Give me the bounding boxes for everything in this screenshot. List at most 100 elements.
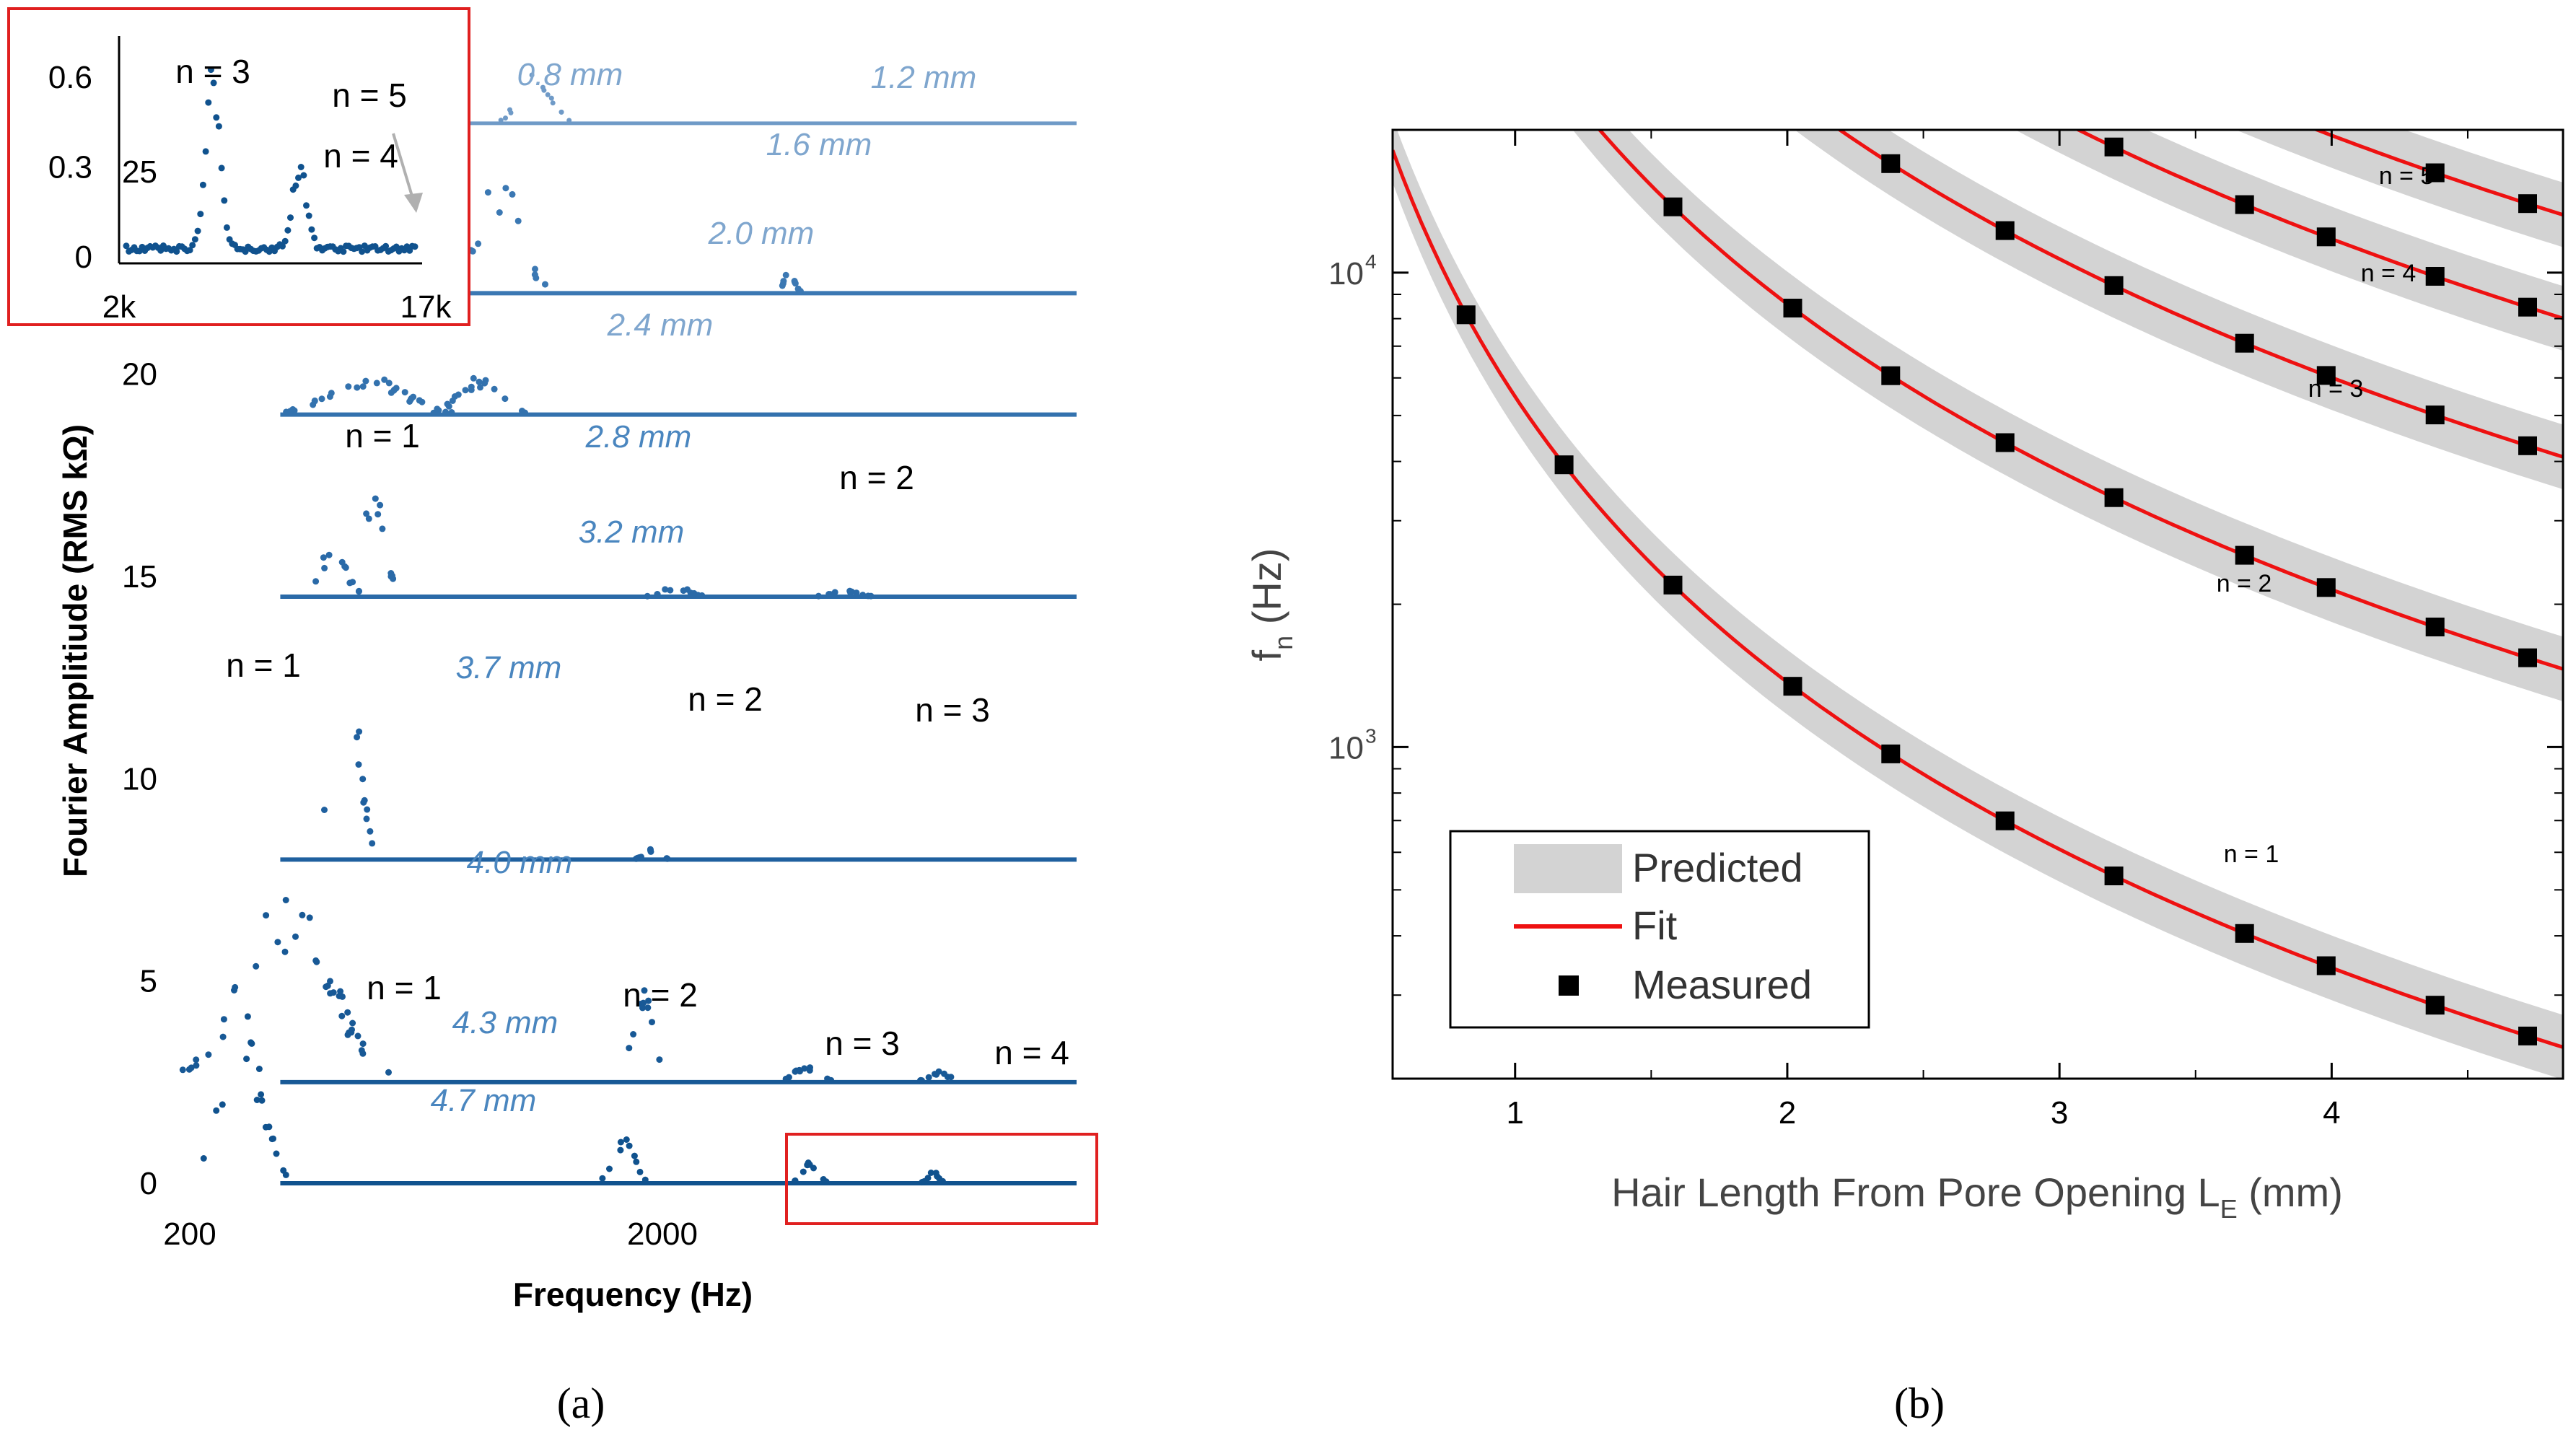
zoom-highlight-box xyxy=(785,1133,1098,1225)
peak-dot xyxy=(779,282,786,289)
peak-dot xyxy=(859,592,867,599)
peak-dot xyxy=(848,588,855,595)
peak-dot xyxy=(801,1065,808,1072)
inset-dot xyxy=(295,174,302,181)
series-4-7-mm xyxy=(200,1013,1077,1186)
peak-dot xyxy=(641,1176,649,1183)
peak-dot xyxy=(827,591,834,598)
legend-fit-label: Fit xyxy=(1632,903,1678,948)
peak-dot xyxy=(680,587,687,595)
peak-dot xyxy=(667,587,674,594)
peak-dot xyxy=(448,409,455,416)
peak-dot xyxy=(362,377,369,385)
peak-dot xyxy=(533,274,540,281)
peak-dot xyxy=(442,408,449,416)
peak-dot xyxy=(327,990,334,997)
peak-dot xyxy=(373,380,380,387)
peak-dot xyxy=(687,589,694,597)
y-tick-label-base: 10 xyxy=(1328,256,1364,291)
inset-dot xyxy=(197,211,204,218)
peak-dot xyxy=(805,1159,812,1166)
measured-point-mode-4 xyxy=(2518,297,2537,317)
inset-dot xyxy=(303,202,310,209)
peak-dot xyxy=(514,217,522,224)
y-label-subscript: n xyxy=(1269,636,1298,650)
peak-dot xyxy=(498,118,504,123)
peak-dot xyxy=(346,579,354,587)
peak-dot xyxy=(381,376,388,383)
caption-a: (a) xyxy=(557,1380,605,1427)
inset-dot xyxy=(382,242,390,250)
panel-a-inset-background xyxy=(7,7,470,326)
measured-point-mode-1 xyxy=(2316,956,2336,975)
inset-dot xyxy=(205,99,212,106)
mode-annotation: n = 2 xyxy=(623,976,698,1014)
inset-mode-label: n = 4 xyxy=(323,137,398,175)
series-label: 4.3 mm xyxy=(452,1005,558,1040)
inset-dot xyxy=(242,248,249,255)
inset-dot xyxy=(292,182,299,189)
measured-point-mode-1 xyxy=(1783,677,1802,696)
peak-dot xyxy=(791,278,798,284)
measured-point-mode-2 xyxy=(1783,299,1802,317)
peak-dot xyxy=(932,1170,939,1177)
peak-dot xyxy=(445,403,452,410)
peak-dot xyxy=(263,912,270,919)
panel-a-axes: 0 5 10 15 20 25 200 2000 xyxy=(122,154,698,1252)
peak-dot xyxy=(364,806,371,813)
measured-point-mode-2 xyxy=(2316,578,2336,597)
peak-dot xyxy=(367,828,374,835)
peak-dot xyxy=(501,395,509,403)
peak-dot xyxy=(320,554,327,561)
panel-b-x-label: Hair Length From Pore Opening LE (mm) xyxy=(1611,1170,2343,1224)
inset-dot xyxy=(284,227,292,234)
inset-mode-label: n = 3 xyxy=(175,53,250,90)
x-tick-label: 2000 xyxy=(627,1216,698,1252)
peak-dot xyxy=(327,978,333,985)
peak-dot xyxy=(468,386,475,393)
peak-dot xyxy=(664,855,671,862)
mode-annotation: n = 4 xyxy=(994,1034,1069,1071)
peak-dot xyxy=(266,1123,273,1131)
peak-dot xyxy=(258,1091,265,1098)
inset-arrow-head xyxy=(404,193,423,213)
mode-label: n = 2 xyxy=(2217,570,2272,597)
inset-dot xyxy=(311,234,318,242)
peak-dot xyxy=(393,385,400,392)
measured-point-mode-4 xyxy=(2425,267,2445,286)
peak-dot xyxy=(318,395,325,403)
measured-point-mode-2 xyxy=(2235,545,2254,565)
peak-dot xyxy=(253,1097,260,1103)
peak-dot xyxy=(385,380,393,387)
inset-dot xyxy=(300,172,307,179)
inset-dot xyxy=(218,165,225,172)
peak-dot xyxy=(641,987,648,994)
peak-dot xyxy=(179,1066,186,1074)
inset-dot xyxy=(308,226,315,233)
peak-dot xyxy=(649,1019,655,1026)
peak-dot xyxy=(919,1179,926,1186)
peak-dot xyxy=(200,1155,207,1162)
peak-dot xyxy=(634,854,641,861)
peak-dot xyxy=(469,247,476,255)
peak-dot xyxy=(408,395,415,402)
peak-dot xyxy=(355,761,362,768)
peak-dot xyxy=(356,728,363,735)
peak-dot xyxy=(924,1175,932,1182)
fit-line-mode-1 xyxy=(1393,149,2563,1049)
peak-dot xyxy=(338,1012,346,1019)
peak-dot xyxy=(337,988,344,995)
inset-dot xyxy=(199,181,206,188)
measured-point-mode-1 xyxy=(1995,811,2015,830)
inset-mode-label: n = 5 xyxy=(332,76,407,114)
mode-annotation: n = 2 xyxy=(688,680,763,718)
peak-dot xyxy=(503,115,508,121)
peak-dot xyxy=(401,389,408,396)
peak-dot xyxy=(482,377,489,384)
peak-dot xyxy=(599,1175,606,1182)
peak-dot xyxy=(617,1146,624,1154)
y-tick-label: 5 xyxy=(140,964,157,999)
fit-line-mode-3 xyxy=(1836,130,2563,459)
panel-a: 0.8 mm 1.2 mm 1.6 mm 2.0 mm 2.4 mm 2.8 mm 3.2 … xyxy=(7,7,1098,1427)
peak-dot xyxy=(299,911,306,918)
